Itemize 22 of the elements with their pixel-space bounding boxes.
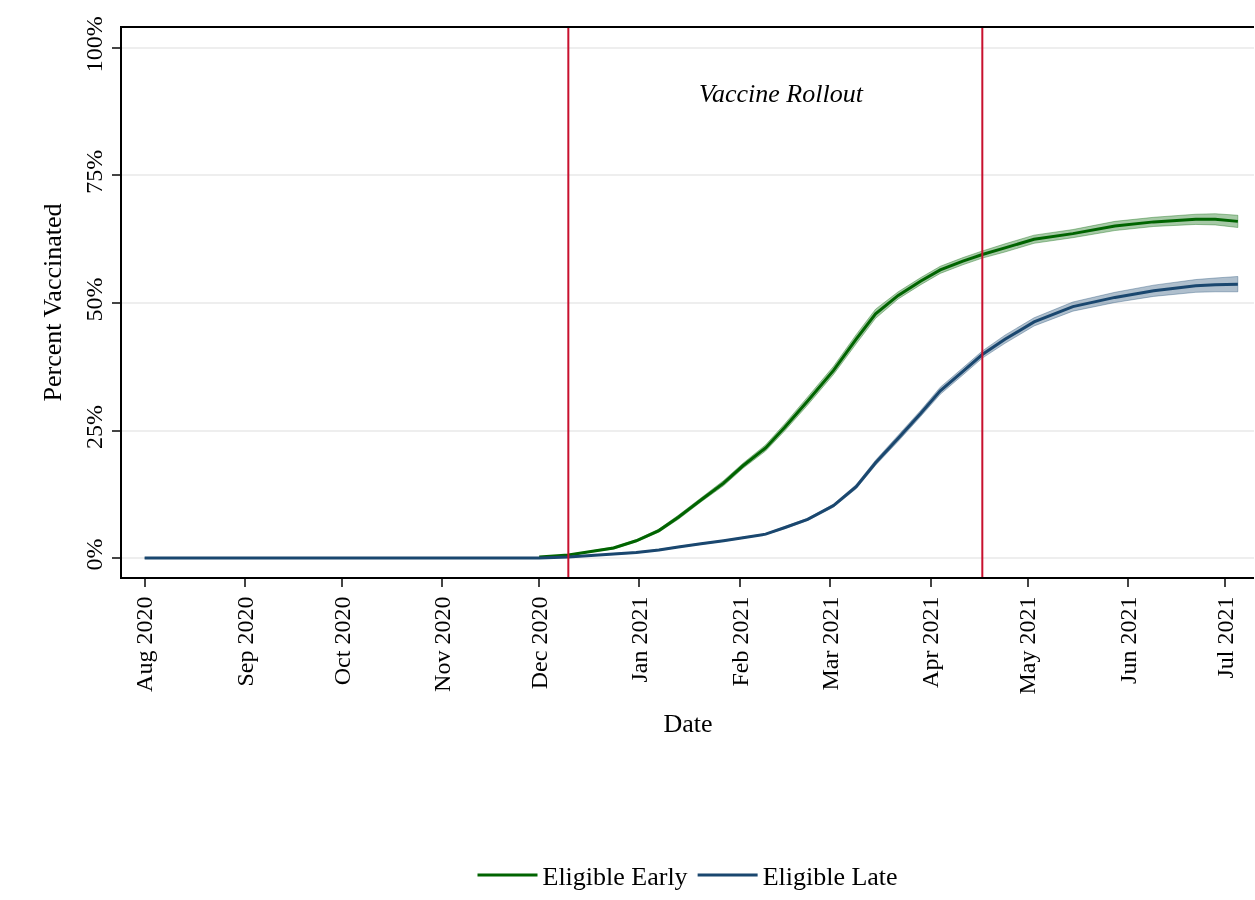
x-tick-label: Jan 2021: [626, 596, 653, 683]
x-tick-label: Aug 2020: [131, 596, 158, 692]
y-tick-label: 75%: [81, 149, 108, 194]
annotation: Vaccine Rollout: [699, 79, 864, 108]
y-axis-title: Percent Vaccinated: [38, 203, 68, 402]
x-tick-label: Jul 2021: [1211, 596, 1238, 679]
x-tick-label: Oct 2020: [328, 596, 355, 686]
x-tick-label: Nov 2020: [428, 596, 455, 692]
x-tick-label: Mar 2021: [817, 596, 844, 691]
x-tick-label: Dec 2020: [526, 596, 553, 690]
x-tick-label: Apr 2021: [917, 596, 944, 688]
x-tick-label: May 2021: [1014, 596, 1041, 695]
legend-label: Eligible Late: [762, 862, 898, 892]
y-tick-label: 25%: [81, 404, 108, 449]
x-tick-label: Feb 2021: [726, 596, 753, 687]
y-tick-label: 50%: [81, 277, 108, 322]
y-tick-label: 0%: [81, 538, 108, 571]
x-axis-title: Date: [663, 708, 713, 738]
x-tick-label: Jun 2021: [1114, 596, 1141, 684]
y-tick-label: 100%: [81, 16, 108, 73]
x-tick-label: Sep 2020: [231, 596, 258, 687]
legend-label: Eligible Early: [542, 862, 688, 892]
